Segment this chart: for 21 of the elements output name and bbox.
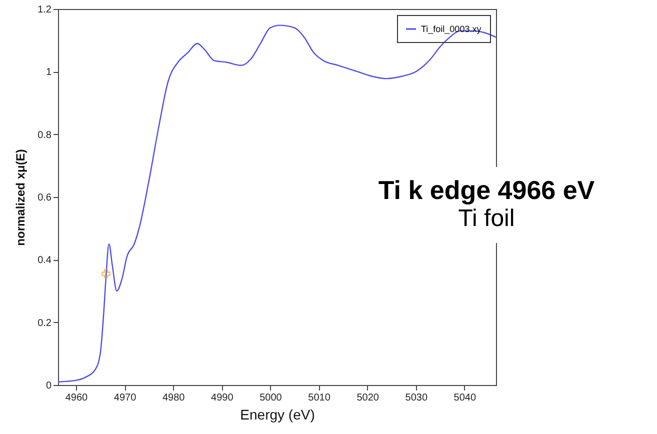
x-tick-label: 5030 — [405, 392, 428, 404]
x-tick-label: 4970 — [114, 392, 137, 404]
x-tick-label: 5010 — [308, 392, 331, 404]
y-tick-label: 1 — [46, 67, 52, 78]
annotation: Ti foil — [457, 205, 516, 233]
y-tick-label: 0.4 — [38, 255, 52, 266]
x-tick-label: 5020 — [356, 392, 380, 404]
y-tick-label: 0.2 — [38, 318, 52, 329]
legend-label: Ti_foil_0003.xy — [421, 24, 482, 34]
y-axis-title: normalized xμ(E) — [14, 149, 28, 246]
x-tick-label: 4990 — [211, 392, 234, 404]
x-tick-label: 5040 — [454, 392, 476, 404]
y-tick-label: 0.6 — [38, 192, 52, 204]
annotation: Ti k edge 4966 eV — [377, 175, 596, 205]
y-tick-label: 0 — [46, 380, 52, 392]
x-tick-label: 4980 — [162, 392, 186, 404]
y-tick-label: 0.8 — [38, 130, 52, 141]
x-axis-title: Energy (eV) — [240, 406, 315, 422]
y-tick-label: 1.2 — [38, 4, 52, 16]
x-tick-label: 4960 — [65, 392, 88, 404]
x-tick-label: 5000 — [260, 392, 282, 404]
